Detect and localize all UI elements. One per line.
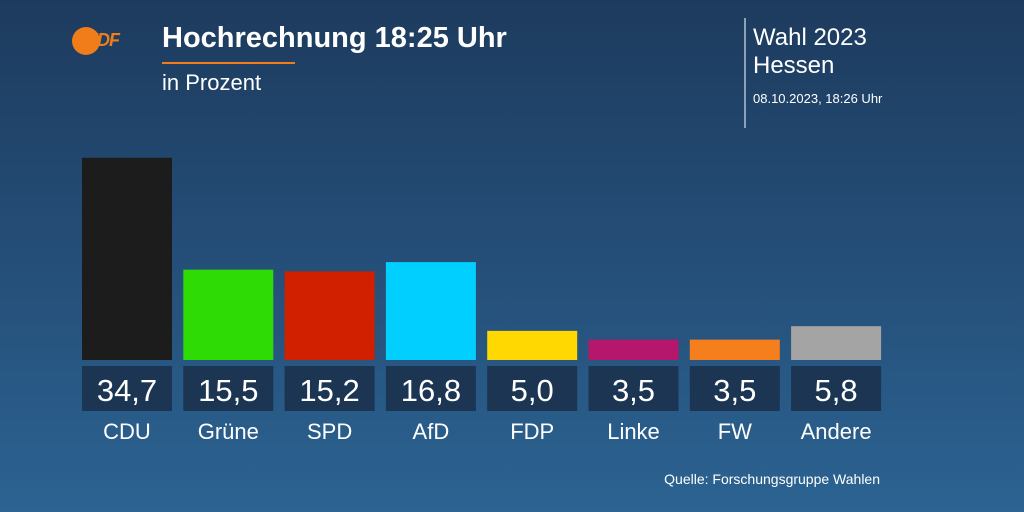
logo-circle-icon xyxy=(72,27,100,55)
value-label-7: 5,8 xyxy=(815,373,858,408)
value-label-1: 15,5 xyxy=(198,373,258,408)
timestamp-label: 08.10.2023, 18:26 Uhr xyxy=(753,91,883,106)
value-label-3: 16,8 xyxy=(401,373,461,408)
page-title: Hochrechnung 18:25 Uhr xyxy=(162,22,507,54)
title-underline xyxy=(162,62,295,64)
page-subtitle: in Prozent xyxy=(162,70,262,95)
value-label-0: 34,7 xyxy=(97,373,157,408)
bar-3 xyxy=(385,262,476,360)
value-box-3 xyxy=(385,366,476,411)
bar-4 xyxy=(487,330,578,360)
election-label: Wahl 2023 xyxy=(753,24,867,51)
value-box-4 xyxy=(487,366,578,411)
value-box-1 xyxy=(183,366,274,411)
zdf-logo: ZDF xyxy=(72,27,130,55)
value-label-5: 3,5 xyxy=(612,373,655,408)
region-label: Hessen xyxy=(753,52,835,79)
category-label-1: Grüne xyxy=(198,419,259,444)
header-divider xyxy=(744,18,746,128)
bar-5 xyxy=(588,339,679,360)
source-label: Quelle: Forschungsgruppe Wahlen xyxy=(664,471,880,487)
bar-7 xyxy=(791,326,882,360)
bar-1 xyxy=(183,269,274,360)
value-label-4: 5,0 xyxy=(511,373,554,408)
category-label-7: Andere xyxy=(801,419,872,444)
value-box-7 xyxy=(791,366,882,411)
category-label-3: AfD xyxy=(413,419,450,444)
bar-0 xyxy=(82,157,172,360)
value-box-0 xyxy=(82,366,172,411)
category-label-6: FW xyxy=(718,419,752,444)
logo-text: ZDF xyxy=(87,30,120,50)
bar-2 xyxy=(284,271,375,360)
category-label-2: SPD xyxy=(307,419,352,444)
value-label-2: 15,2 xyxy=(299,373,359,408)
category-label-5: Linke xyxy=(607,419,660,444)
value-label-6: 3,5 xyxy=(713,373,756,408)
value-box-6 xyxy=(689,366,780,411)
value-box-2 xyxy=(284,366,375,411)
value-box-5 xyxy=(588,366,679,411)
bar-6 xyxy=(689,339,780,360)
category-label-4: FDP xyxy=(510,419,554,444)
category-label-0: CDU xyxy=(103,419,151,444)
